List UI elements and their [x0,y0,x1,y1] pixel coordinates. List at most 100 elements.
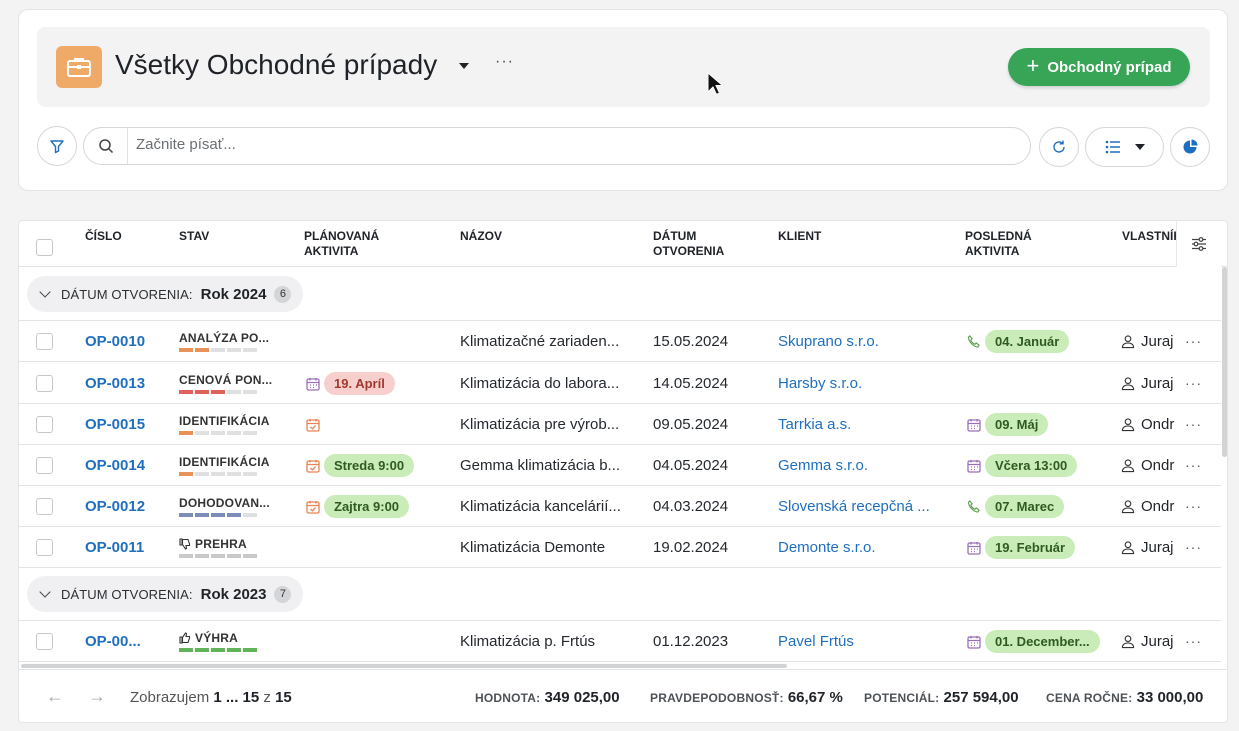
deal-number-link[interactable]: OP-0011 [85,539,145,556]
page-title[interactable]: Všetky Obchodné prípady [115,49,438,80]
search-input[interactable] [136,136,996,153]
table-row[interactable]: OP-0010 ANALÝZA PO... Klimatizačné zariade… [19,321,1221,362]
stat-value: 33 000,00 [1136,689,1204,706]
select-all-checkbox[interactable] [36,239,53,256]
prev-page-arrow-icon[interactable]: ← [46,686,64,706]
filter-button[interactable] [37,126,77,166]
row-more-button[interactable]: ··· [1185,416,1202,432]
col-planovana-aktivita[interactable]: PLÁNOVANÁ AKTIVITA [304,229,379,259]
row-more-button[interactable]: ··· [1185,539,1202,555]
planned-activity-badge[interactable]: Zajtra 9:00 [324,495,410,518]
table-row[interactable]: OP-0012 DOHODOVAN... Zajtra 9:00 Klimatizác… [19,486,1221,527]
deal-name[interactable]: Klimatizačné zariaden... [460,333,620,350]
planned-activity-badge[interactable]: Streda 9:00 [324,454,415,477]
group-row[interactable]: DÁTUM OTVORENIA: Rok 2023 7 [19,568,1221,621]
group-header[interactable]: DÁTUM OTVORENIA: Rok 2024 6 [27,276,304,312]
client-link[interactable]: Slovenská recepčná ... [778,498,930,515]
table-row[interactable]: OP-0015 IDENTIFIKÁCIA Klimatizácia pre výr… [19,404,1221,445]
row-more-button[interactable]: ··· [1185,457,1202,473]
row-checkbox[interactable] [36,457,53,474]
cell-planovana-aktivita[interactable] [306,621,456,662]
chevron-down-icon[interactable] [459,63,469,69]
client-link[interactable]: Tarrkia a.s. [778,416,852,433]
client-link[interactable]: Gemma s.r.o. [778,457,869,474]
cell-planovana-aktivita[interactable]: Zajtra 9:00 [306,486,456,527]
cell-posledna-aktivita[interactable]: 07. Marec [967,486,1117,527]
row-checkbox[interactable] [36,633,53,650]
last-activity-badge[interactable]: 04. Január [985,330,1070,353]
col-vlastnik[interactable]: VLASTNÍK [1122,229,1176,243]
cell-posledna-aktivita[interactable] [967,363,1117,404]
more-options-button[interactable]: ··· [495,53,514,70]
cell-posledna-aktivita[interactable]: 04. Január [967,321,1117,362]
col-stav[interactable]: STAV [179,229,210,243]
row-checkbox[interactable] [36,539,53,556]
deal-name[interactable]: Gemma klimatizácia b... [460,457,621,474]
table-row[interactable]: OP-0014 IDENTIFIKÁCIA Streda 9:00 Gemma kli… [19,445,1221,486]
last-activity-badge[interactable]: 09. Máj [985,413,1049,436]
client-link[interactable]: Harsby s.r.o. [778,375,863,392]
cell-planovana-aktivita[interactable] [306,527,456,568]
row-checkbox[interactable] [36,333,53,350]
cell-planovana-aktivita[interactable] [306,321,456,362]
horizontal-scrollbar[interactable] [21,664,787,668]
deal-number-link[interactable]: OP-0015 [85,416,146,433]
row-more-button[interactable]: ··· [1185,498,1202,514]
row-more-button[interactable]: ··· [1185,633,1202,649]
table-row[interactable]: OP-00... VÝHRA Klimatizácia p. Frtús 01.12.… [19,621,1221,662]
refresh-button[interactable] [1039,127,1079,167]
chevron-down-icon[interactable] [39,586,51,598]
deal-number-link[interactable]: OP-0012 [85,498,146,515]
client-link[interactable]: Pavel Frtús [778,633,854,650]
deal-name[interactable]: Klimatizácia kancelárií... [460,498,621,515]
vertical-scrollbar[interactable] [1222,267,1227,457]
col-posledna-aktivita[interactable]: POSLEDNÁ AKTIVITA [965,229,1032,259]
chevron-down-icon[interactable] [39,286,51,298]
cell-planovana-aktivita[interactable] [306,404,456,445]
deal-number-link[interactable]: OP-0013 [85,375,146,392]
last-activity-badge[interactable]: Včera 13:00 [985,454,1078,477]
cell-cislo: OP-0012 [85,486,165,527]
cell-planovana-aktivita[interactable]: 19. Apríl [306,363,456,404]
row-checkbox[interactable] [36,375,53,392]
deal-number-link[interactable]: OP-00... [85,633,141,650]
client-link[interactable]: Demonte s.r.o. [778,539,876,556]
last-activity-badge[interactable]: 19. Február [985,536,1076,559]
col-nazov[interactable]: NÁZOV [460,229,502,243]
table-row[interactable]: OP-0011 PREHRA Klimatizácia Demonte 19.02.2… [19,527,1221,568]
deal-name[interactable]: Klimatizácia Demonte [460,539,606,556]
deal-number-link[interactable]: OP-0010 [85,333,146,350]
last-activity-badge[interactable]: 07. Marec [985,495,1065,518]
deal-name[interactable]: Klimatizácia pre výrob... [460,416,620,433]
deal-number-link[interactable]: OP-0014 [85,457,146,474]
cell-posledna-aktivita[interactable]: Včera 13:00 [967,445,1117,486]
stat-pravdepodobnost: PRAVDEPODOBNOSŤ: 66,67 % [650,689,843,706]
group-header[interactable]: DÁTUM OTVORENIA: Rok 2023 7 [27,576,304,612]
col-cislo[interactable]: ČÍSLO [85,229,122,243]
row-more-button[interactable]: ··· [1185,375,1202,391]
cell-posledna-aktivita[interactable]: 19. Február [967,527,1117,568]
client-link[interactable]: Skuprano s.r.o. [778,333,879,350]
last-activity-badge[interactable]: 01. December... [985,630,1100,653]
table-row[interactable]: OP-0013 CENOVÁ PON... 19. Apríl Klimatizáci… [19,363,1221,404]
row-more-button[interactable]: ··· [1185,333,1202,349]
open-date: 01.12.2023 [653,633,729,650]
planned-activity-badge[interactable]: 19. Apríl [324,372,395,395]
group-row[interactable]: DÁTUM OTVORENIA: Rok 2024 6 [19,268,1221,321]
cell-posledna-aktivita[interactable]: 01. December... [967,621,1117,662]
chart-button[interactable] [1170,127,1210,167]
cell-posledna-aktivita[interactable]: 09. Máj [967,404,1117,445]
create-deal-button[interactable]: + Obchodný prípad [1008,48,1190,86]
search-bar[interactable] [83,127,1031,165]
next-page-arrow-icon[interactable]: → [88,686,106,706]
status-progress-segment [179,472,193,476]
row-checkbox[interactable] [36,498,53,515]
deal-name[interactable]: Klimatizácia do labora... [460,375,620,392]
cell-planovana-aktivita[interactable]: Streda 9:00 [306,445,456,486]
row-checkbox[interactable] [36,416,53,433]
col-klient[interactable]: KLIENT [778,229,822,243]
col-datum-otvorenia[interactable]: DÁTUM OTVORENIA [653,229,724,259]
column-settings-button[interactable] [1176,221,1221,267]
view-mode-button[interactable] [1085,127,1164,167]
deal-name[interactable]: Klimatizácia p. Frtús [460,633,596,650]
